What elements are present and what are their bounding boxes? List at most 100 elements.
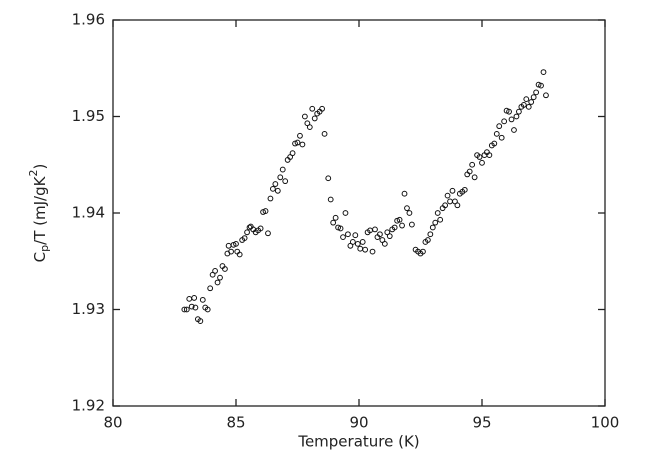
data-point <box>272 181 279 187</box>
data-point <box>183 306 190 313</box>
data-point <box>262 208 269 214</box>
data-point <box>491 140 498 147</box>
data-point <box>241 235 248 241</box>
data-point <box>233 240 239 247</box>
data-point <box>528 99 535 105</box>
data-point <box>204 306 211 313</box>
data-point <box>432 219 439 226</box>
data-point <box>461 186 468 193</box>
data-point <box>406 210 413 216</box>
data-point <box>449 187 456 194</box>
data-point <box>191 295 198 301</box>
data-point <box>270 185 276 192</box>
data-point <box>476 154 483 160</box>
data-point <box>523 96 530 103</box>
data-point <box>228 248 234 255</box>
x-tick-label: 80 <box>103 414 122 432</box>
data-point <box>506 108 512 115</box>
data-point <box>386 233 393 240</box>
y-tick-label: 1.94 <box>72 204 105 222</box>
data-point <box>525 103 532 110</box>
data-point <box>352 232 359 239</box>
data-point <box>299 141 306 148</box>
data-point <box>501 118 508 125</box>
data-point <box>520 102 527 108</box>
data-point <box>391 224 398 231</box>
data-point <box>377 231 383 238</box>
data-point <box>340 234 346 241</box>
data-point <box>399 222 405 229</box>
data-point <box>214 279 221 286</box>
data-point <box>236 251 243 258</box>
y-tick-label: 1.93 <box>72 300 105 318</box>
data-point <box>469 161 476 168</box>
y-label-part: ) <box>31 164 49 170</box>
data-point <box>381 240 388 247</box>
data-point <box>277 174 284 181</box>
data-point <box>401 190 408 197</box>
data-point <box>222 266 228 272</box>
data-point <box>454 202 461 209</box>
data-point <box>212 268 218 274</box>
data-point <box>265 230 271 237</box>
data-point <box>217 274 223 281</box>
data-point <box>188 303 195 310</box>
data-point <box>420 248 426 255</box>
y-label-sup: 2 <box>27 170 40 177</box>
data-point <box>294 139 301 146</box>
x-tick-label: 90 <box>349 414 368 432</box>
data-point <box>429 224 436 231</box>
data-point <box>447 198 453 205</box>
data-point <box>197 318 204 324</box>
data-point <box>345 231 351 238</box>
data-point <box>493 130 500 137</box>
y-label-sub: p <box>38 245 51 252</box>
data-point <box>369 248 376 255</box>
data-point <box>511 127 517 133</box>
x-tick-label: 100 <box>591 414 620 432</box>
data-point <box>319 105 326 112</box>
data-point <box>530 94 537 101</box>
data-point <box>289 150 296 157</box>
data-point <box>267 195 274 202</box>
data-point <box>498 134 505 141</box>
data-point <box>508 116 515 123</box>
data-point <box>330 219 337 226</box>
data-point <box>434 210 441 216</box>
data-point <box>543 92 549 99</box>
data-point <box>486 152 493 159</box>
data-point <box>466 168 473 175</box>
y-axis-label: Cp/T (mJ/gK2) <box>27 164 51 263</box>
data-point <box>306 124 313 131</box>
data-point <box>408 221 415 228</box>
data-point <box>471 174 478 181</box>
data-point <box>538 82 544 89</box>
x-tick-label: 85 <box>226 414 245 432</box>
data-point <box>357 245 364 252</box>
data-point <box>274 187 281 194</box>
data-point <box>479 159 485 166</box>
data-point <box>516 108 522 115</box>
data-point <box>404 205 410 212</box>
x-axis-label: Temperature (K) <box>297 433 419 451</box>
data-point <box>337 225 344 232</box>
data-point <box>225 242 232 249</box>
data-point <box>442 202 449 209</box>
data-point <box>396 216 403 223</box>
data-point <box>244 229 250 236</box>
data-point <box>342 210 349 216</box>
data-point <box>186 295 193 302</box>
data-point <box>192 304 199 311</box>
data-point <box>354 240 361 247</box>
data-point <box>359 239 366 245</box>
y-tick-label: 1.95 <box>72 107 105 125</box>
data-point <box>309 105 316 112</box>
y-label-part: /T (mJ/gK <box>31 175 49 244</box>
data-point <box>496 123 503 130</box>
x-tick-label: 95 <box>472 414 491 432</box>
data-point <box>362 246 369 253</box>
data-point <box>207 285 214 292</box>
data-point <box>325 175 332 182</box>
data-point <box>427 231 434 238</box>
